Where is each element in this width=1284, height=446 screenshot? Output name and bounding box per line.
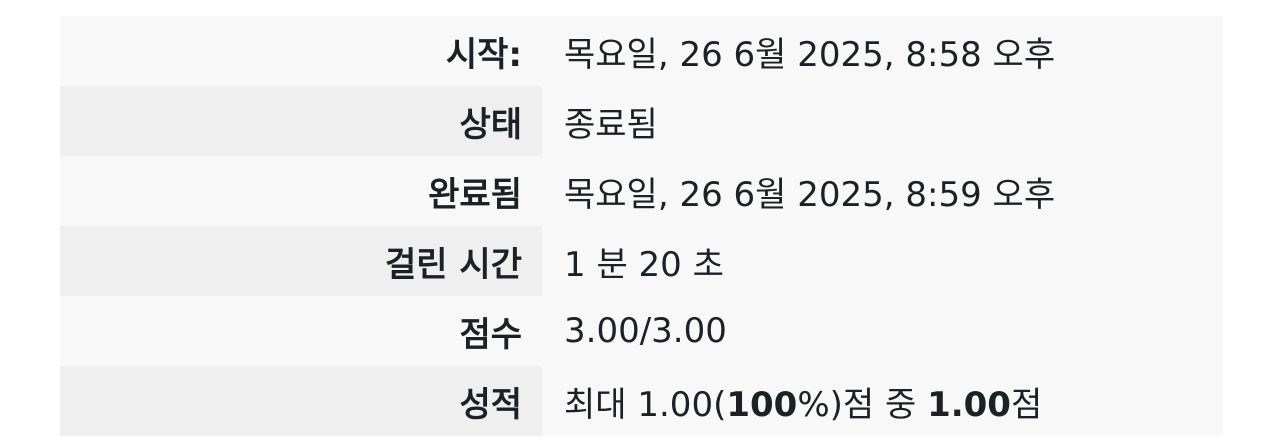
started-on-value: 목요일, 26 6월 2025, 8:58 오후 [542,16,1223,86]
grade-value: 최대 1.00(100%)점 중 1.00점 [542,366,1223,436]
started-on-label: 시작: [60,16,542,86]
marks-value: 3.00/3.00 [542,296,1223,366]
quiz-attempt-summary: 시작: 목요일, 26 6월 2025, 8:58 오후 상태 종료됨 완료됨 … [60,16,1223,436]
marks-label: 점수 [60,296,542,366]
state-label: 상태 [60,86,542,156]
time-taken-value: 1 분 20 초 [542,226,1223,296]
grade-row: 성적 최대 1.00(100%)점 중 1.00점 [60,366,1223,436]
grade-percent: 100 [726,384,798,425]
state-value: 종료됨 [542,86,1223,156]
started-on-row: 시작: 목요일, 26 6월 2025, 8:58 오후 [60,16,1223,86]
time-taken-label: 걸린 시간 [60,226,542,296]
completed-on-value: 목요일, 26 6월 2025, 8:59 오후 [542,156,1223,226]
completed-on-row: 완료됨 목요일, 26 6월 2025, 8:59 오후 [60,156,1223,226]
marks-row: 점수 3.00/3.00 [60,296,1223,366]
grade-label: 성적 [60,366,542,436]
completed-on-label: 완료됨 [60,156,542,226]
grade-prefix: 최대 1.00( [564,384,727,425]
grade-score: 1.00 [927,384,1011,425]
grade-suffix: %)점 중 [797,384,928,425]
state-row: 상태 종료됨 [60,86,1223,156]
grade-unit: 점 [1010,384,1043,425]
time-taken-row: 걸린 시간 1 분 20 초 [60,226,1223,296]
